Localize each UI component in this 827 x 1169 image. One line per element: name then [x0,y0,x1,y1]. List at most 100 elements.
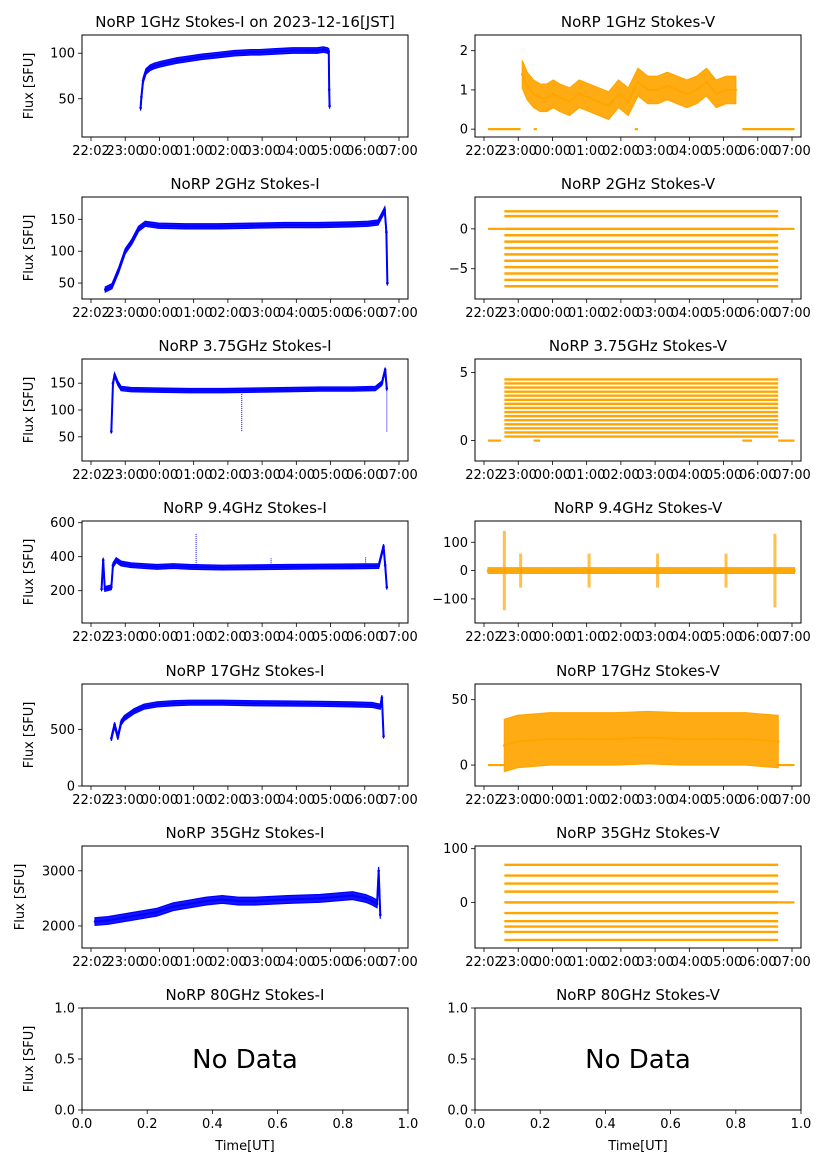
data-point [119,721,123,724]
x-tick-label: 03:00 [243,630,280,645]
x-tick-label: 22:02 [72,630,109,645]
x-tick-label: 0.2 [530,1117,551,1132]
series-band [503,710,779,773]
x-tick-label: 01:00 [175,306,212,321]
plot-area [93,866,382,927]
axes-frame [81,196,409,300]
x-tick-label: 00:00 [534,144,571,159]
data-point [793,569,796,572]
data-point [617,92,620,96]
plot-area [139,46,331,111]
x-tick-label: 22:02 [465,144,502,159]
y-tick-label: 0 [460,564,468,579]
data-point [110,430,113,433]
y-tick-label: 400 [50,550,75,565]
series-band [139,46,331,111]
x-tick-label: 06:00 [346,144,383,159]
y-tick-label: 0 [460,123,468,138]
x-tick-label: 01:00 [175,955,212,970]
no-data-annotation: No Data [585,1045,691,1075]
x-tick-label: 06:00 [346,306,383,321]
x-tick-label: 05:00 [705,144,742,159]
data-point [551,92,555,96]
x-tick-label: 05:00 [705,468,742,483]
data-point [139,913,142,917]
plot-area [488,378,795,442]
data-point [220,566,224,569]
x-tick-label: 06:00 [739,955,776,970]
x-tick-label: 06:00 [739,630,776,645]
data-point [101,558,105,562]
x-tick-label: 0.0 [72,1117,93,1132]
x-tick-label: 04:00 [671,793,708,808]
x-tick-label: 03:00 [243,468,280,483]
series-band [110,367,388,434]
data-point [123,916,126,919]
data-point [157,224,160,227]
data-point [374,387,377,390]
data-point [351,703,354,706]
data-point [103,288,107,291]
x-tick-label: 05:00 [705,955,742,970]
data-point [626,100,630,103]
plot-area [100,532,389,593]
x-tick-label: 23:00 [106,306,143,321]
chart-title: NoRP 9.4GHz Stokes-V [554,499,723,517]
data-point [171,905,175,908]
data-point [380,381,384,385]
y-tick-label: 0 [67,780,75,795]
data-point [188,902,191,906]
x-tick-label: 05:00 [312,955,349,970]
chart-title: NoRP 17GHz Stokes-V [556,662,721,680]
data-point [220,701,224,704]
data-point [286,898,289,901]
x-tick-label: 03:00 [636,793,673,808]
data-point [382,545,385,548]
data-point [695,88,698,92]
data-point [646,736,650,739]
data-point [188,389,191,392]
data-point [516,740,519,743]
x-tick-label: 0.6 [660,1117,681,1132]
panel-8: 22:0223:0000:0001:0002:0003:0004:0005:00… [22,662,418,808]
x-tick-label: 06:00 [739,306,776,321]
data-point [656,88,659,92]
x-tick-label: 22:02 [465,955,502,970]
data-point [139,106,142,110]
x-tick-label: 00:00 [141,144,178,159]
x-tick-label: 0.8 [725,1117,746,1132]
data-point [155,910,159,914]
x-tick-label: 23:00 [499,955,536,970]
x-tick-label: 02:00 [602,955,639,970]
x-tick-label: 23:00 [499,144,536,159]
no-data-annotation: No Data [192,1045,298,1075]
x-tick-label: 22:02 [72,144,109,159]
panel-5: 22:0223:0000:0001:0002:0003:0004:0005:00… [460,337,811,483]
data-point [597,100,601,103]
data-point [111,381,115,385]
x-tick-label: 04:00 [671,144,708,159]
data-point [110,737,113,740]
data-point [558,96,562,100]
data-point [385,230,388,234]
data-point [253,701,257,705]
axes-frame [81,34,409,138]
data-point [318,565,322,568]
data-point [380,696,384,699]
x-tick-label: 00:00 [534,468,571,483]
x-tick-label: 22:02 [72,468,109,483]
data-point [123,249,127,253]
y-tick-label: 1.0 [54,1002,75,1017]
x-tick-label: 02:00 [602,306,639,321]
x-tick-label: 22:02 [72,955,109,970]
x-tick-label: 02:00 [209,144,246,159]
axes-frame [474,520,802,624]
chart-title: NoRP 80GHz Stokes-I [166,986,325,1004]
data-point [538,96,542,100]
data-point [117,269,120,272]
x-tick-label: 03:00 [636,306,673,321]
data-point [110,284,114,288]
data-point [351,894,354,897]
data-point [318,897,322,900]
x-tick-label: 23:00 [106,955,143,970]
